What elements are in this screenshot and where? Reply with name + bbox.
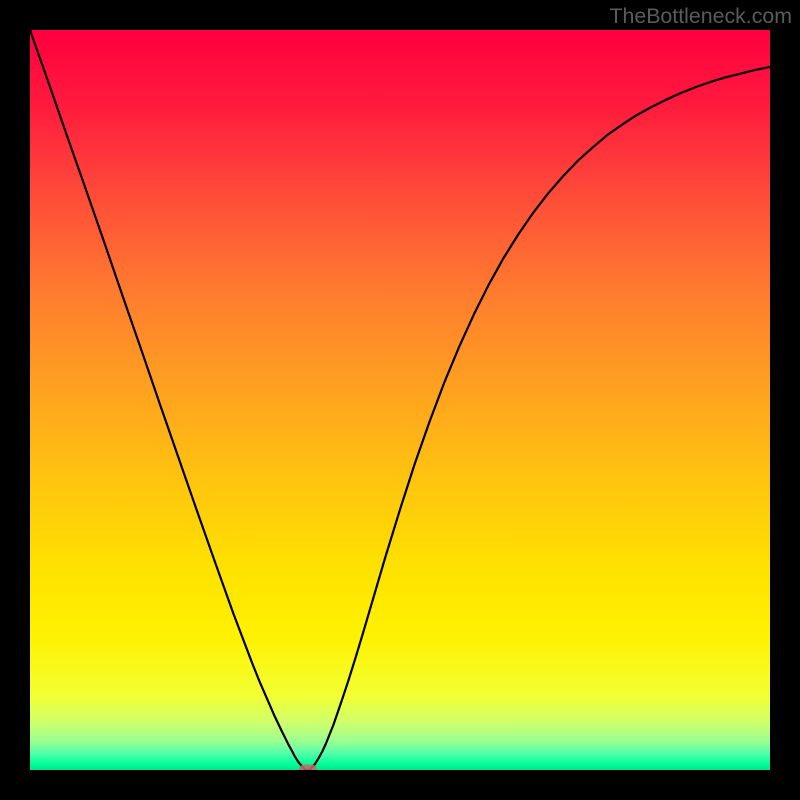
watermark-text: TheBottleneck.com <box>609 4 792 29</box>
plot-area <box>30 30 770 770</box>
curve-svg <box>30 30 770 770</box>
chart-container: TheBottleneck.com <box>0 0 800 800</box>
bottleneck-curve <box>30 30 770 770</box>
minimum-marker <box>299 765 317 771</box>
